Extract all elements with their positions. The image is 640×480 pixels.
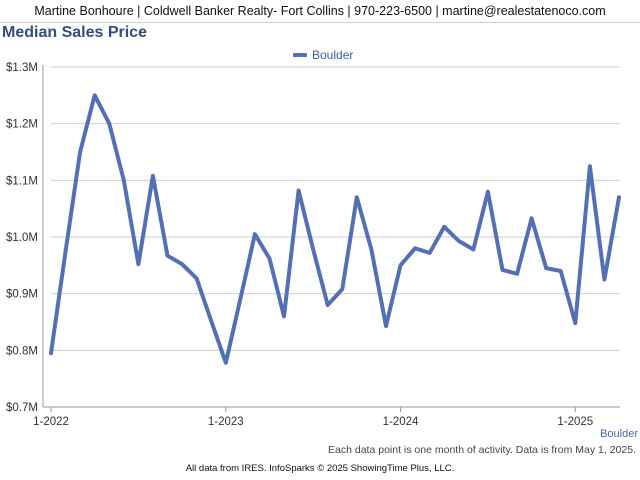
legend-label: Boulder [312, 48, 353, 62]
contact-header: Martine Bonhoure | Coldwell Banker Realt… [0, 0, 640, 23]
y-tick-label: $0.9M [6, 289, 38, 301]
series-end-label: Boulder [600, 428, 638, 440]
x-tick-label: 1-2022 [33, 416, 69, 428]
x-axis-ticks: 1-2022 1-2023 1-2024 1-2025 [33, 407, 593, 428]
axes [42, 65, 620, 408]
y-tick-label: $1.1M [6, 175, 38, 187]
y-tick-label: $1.2M [6, 119, 38, 131]
y-tick-label: $1.3M [6, 62, 38, 74]
x-tick-label: 1-2023 [208, 416, 244, 428]
y-tick-label: $0.7M [6, 402, 38, 414]
median-price-chart: $0.7M $0.8M $0.9M $1.0M $1.1M $1.2M $1.3M 1-20… [6, 48, 621, 428]
y-tick-label: $0.8M [6, 345, 38, 357]
chart-title: Median Sales Price [2, 24, 147, 41]
y-axis-ticks: $0.7M $0.8M $0.9M $1.0M $1.1M $1.2M $1.3M [6, 62, 38, 414]
footer-credit: All data from IRES. InfoSparks © 2025 Sh… [185, 463, 455, 474]
y-tick-label: $1.0M [6, 232, 38, 244]
x-tick-label: 1-2024 [383, 416, 419, 428]
legend: Boulder [293, 48, 353, 62]
footer-note: Each data point is one month of activity… [328, 444, 636, 456]
series-lines [49, 93, 621, 365]
series-line-boulder [49, 93, 621, 365]
grid-lines [51, 66, 620, 408]
x-tick-label: 1-2025 [557, 416, 593, 428]
